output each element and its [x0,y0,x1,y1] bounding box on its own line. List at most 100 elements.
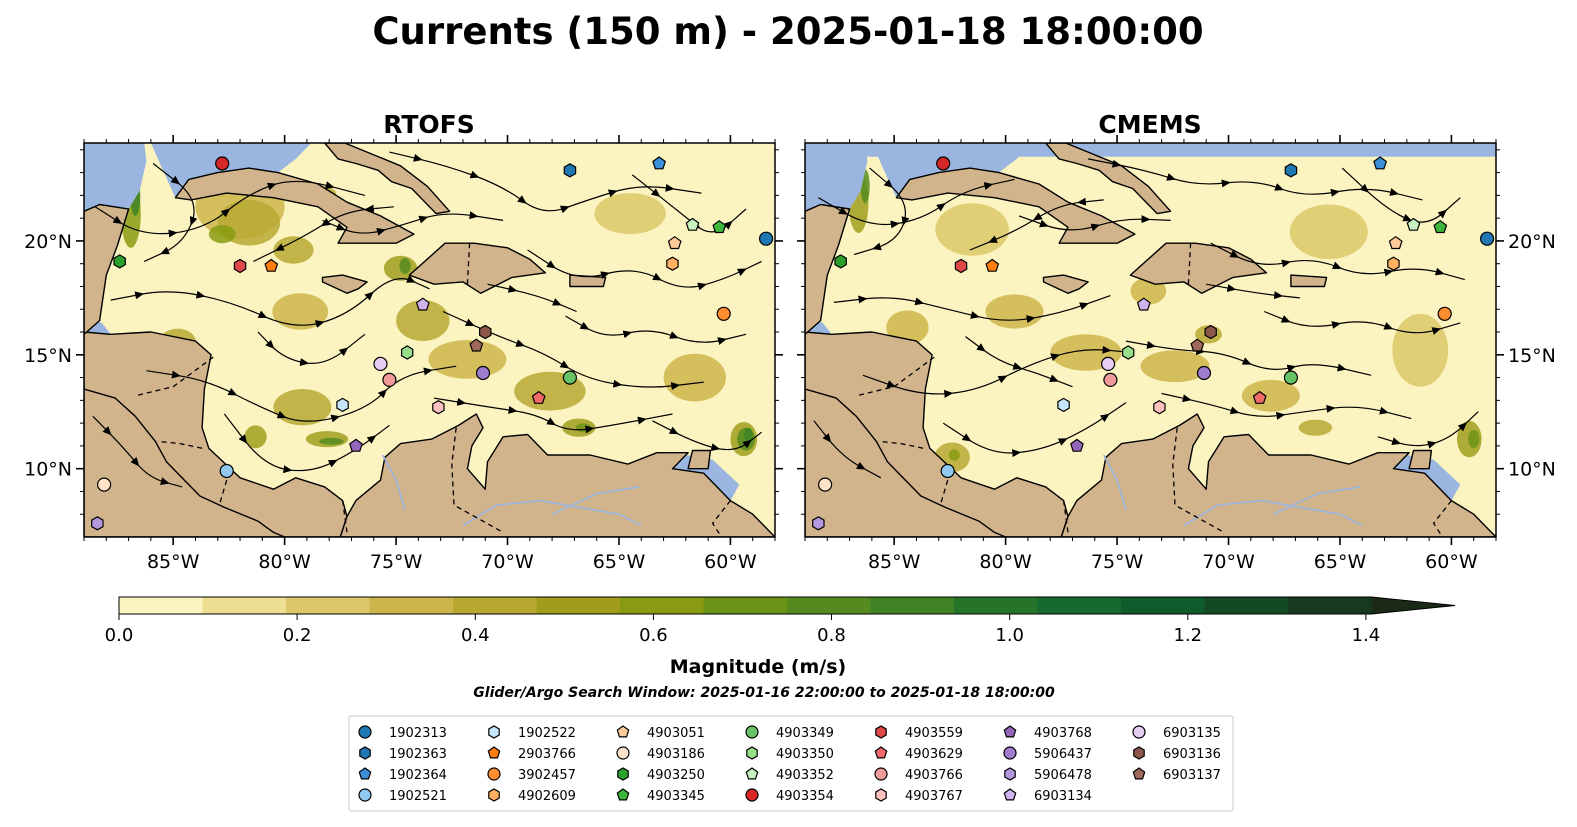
legend-label-5906437: 5906437 [1034,747,1092,762]
cmems-land-puertoRico [1290,274,1328,288]
colorbar-tick-label: 0.6 [639,625,668,646]
cmems-x-tick-label: 60°W [1425,551,1478,573]
cmems-float-5906437-marker [1196,365,1212,381]
cmems-current-magnitude-patch [1392,313,1449,387]
legend-marker-4903559 [875,725,887,739]
legend-label-6903134: 6903134 [1034,789,1092,804]
cmems-country-border [878,440,924,449]
rtofs-current-magnitude-patch [272,293,329,330]
cmems-streamline [969,197,1104,251]
colorbar-extend-arrow [1371,597,1455,614]
colorbar-segment [369,597,454,614]
rtofs-float-5906478-marker [91,516,104,531]
legend-label-2903766: 2903766 [518,747,576,762]
cmems-current-magnitude-patch [948,449,960,461]
colorbar-segment [1121,597,1206,614]
rtofs-current-magnitude-patch [594,193,666,235]
legend-label-4903051: 4903051 [647,726,705,741]
rtofs-x-tick-label: 65°W [593,551,646,573]
rtofs-land-pacificInset [84,388,286,537]
rtofs-float-1902364-marker [652,156,667,170]
rtofs-x-tick-label: 75°W [370,551,423,573]
legend-marker-2903766 [487,746,501,759]
rtofs-river [381,454,406,510]
rtofs-float-4903768-marker [349,438,363,452]
legend-marker-4903767 [875,788,887,802]
legend-marker-5906437 [1003,746,1017,760]
rtofs-streamline [433,397,673,434]
rtofs-streamline [92,415,183,488]
cmems-country-border [1187,243,1192,285]
colorbar-segment [286,597,371,614]
rtofs-current-magnitude-patch [663,353,726,402]
figure-title: Currents (150 m) - 2025-01-18 18:00:00 [372,10,1203,53]
cmems-streamlines [813,158,1479,479]
cmems-x-tick-label: 85°W [868,551,921,573]
legend-marker-6903136 [1133,746,1145,760]
rtofs-float-4903345-marker [712,220,727,234]
rtofs-streamline [223,413,390,474]
rtofs-landmasses [84,143,775,537]
legend-label-4903767: 4903767 [905,789,963,804]
rtofs-river [462,499,642,527]
legend-marker-4903354 [745,788,759,802]
rtofs-streamline [110,275,430,328]
cmems-streamline [833,295,1111,324]
cmems-float-1902313-marker [1479,231,1495,246]
cmems-streamline [942,402,1127,458]
colorbar-segment [1288,597,1373,614]
rtofs-float-6903134-marker [415,297,430,311]
rtofs-current-magnitude-patch [575,423,592,433]
legend-label-4903349: 4903349 [776,726,834,741]
rtofs-map-panel: RTOFS 85°W 80°W 75°W 70°W 65°W 60°W 20°N 15°N 10… [24,110,783,573]
legend-marker-5906478 [1004,767,1016,781]
colorbar-segment [620,597,705,614]
rtofs-streamline [389,151,702,214]
colorbar-tick-label: 0.8 [817,625,846,646]
colorbar-tick-label: 0.4 [461,625,490,646]
legend-marker-4903250 [617,767,629,781]
legend-label-5906478: 5906478 [1034,768,1092,783]
cmems-streamline [1125,340,1372,376]
legend-marker-4903186 [616,746,630,760]
legend-label-4903186: 4903186 [647,747,705,762]
cmems-streamline [1206,283,1300,300]
legend-marker-6903135 [1132,725,1146,739]
cmems-streamline [1341,167,1461,223]
legend-label-1902363: 1902363 [389,747,447,762]
cmems-axis-ticks: 85°W 80°W 75°W 70°W 65°W 60°W 20°N 15°N 10°N [797,135,1556,573]
legend-label-6903137: 6903137 [1163,768,1221,783]
rtofs-current-magnitude-patch [273,236,314,264]
legend-marker-1902521 [358,788,372,802]
colorbar-segment [536,597,621,614]
cmems-float-4903345-marker [1433,220,1448,234]
cmems-float-4903767-marker [1153,400,1166,415]
cmems-float-4902609-marker [1387,256,1400,271]
cmems-float-1902522-marker [1057,397,1070,413]
rtofs-y-tick-label: 10°N [24,459,72,481]
cmems-float-4903766-marker [1103,372,1118,387]
cmems-river [1272,486,1361,515]
rtofs-float-4903250-marker [113,254,126,269]
colorbar-tick-label: 0.0 [105,625,134,646]
rtofs-streamline [487,283,577,313]
rtofs-streamline [257,331,366,366]
cmems-land-pacificInset [805,388,1007,537]
cmems-x-tick-label: 75°W [1091,551,1144,573]
legend-label-1902522: 1902522 [518,726,576,741]
legend-label-4903345: 4903345 [647,789,705,804]
rtofs-float-4903349-marker [562,370,578,385]
cmems-river [1102,454,1127,510]
legend-marker-6903134 [1003,788,1017,801]
rtofs-float-5906437-marker [475,365,491,381]
colorbar-segment [119,597,204,614]
cmems-x-tick-label: 80°W [979,551,1032,573]
cmems-land-trinidad [1408,449,1433,470]
cmems-float-4903768-marker [1070,438,1084,452]
colorbar-segment [787,597,872,614]
rtofs-country-border [219,479,228,503]
rtofs-float-4903559-marker [233,258,247,274]
colorbar-tick-label: 1.4 [1352,625,1381,646]
rtofs-land-trinidad [687,449,712,470]
